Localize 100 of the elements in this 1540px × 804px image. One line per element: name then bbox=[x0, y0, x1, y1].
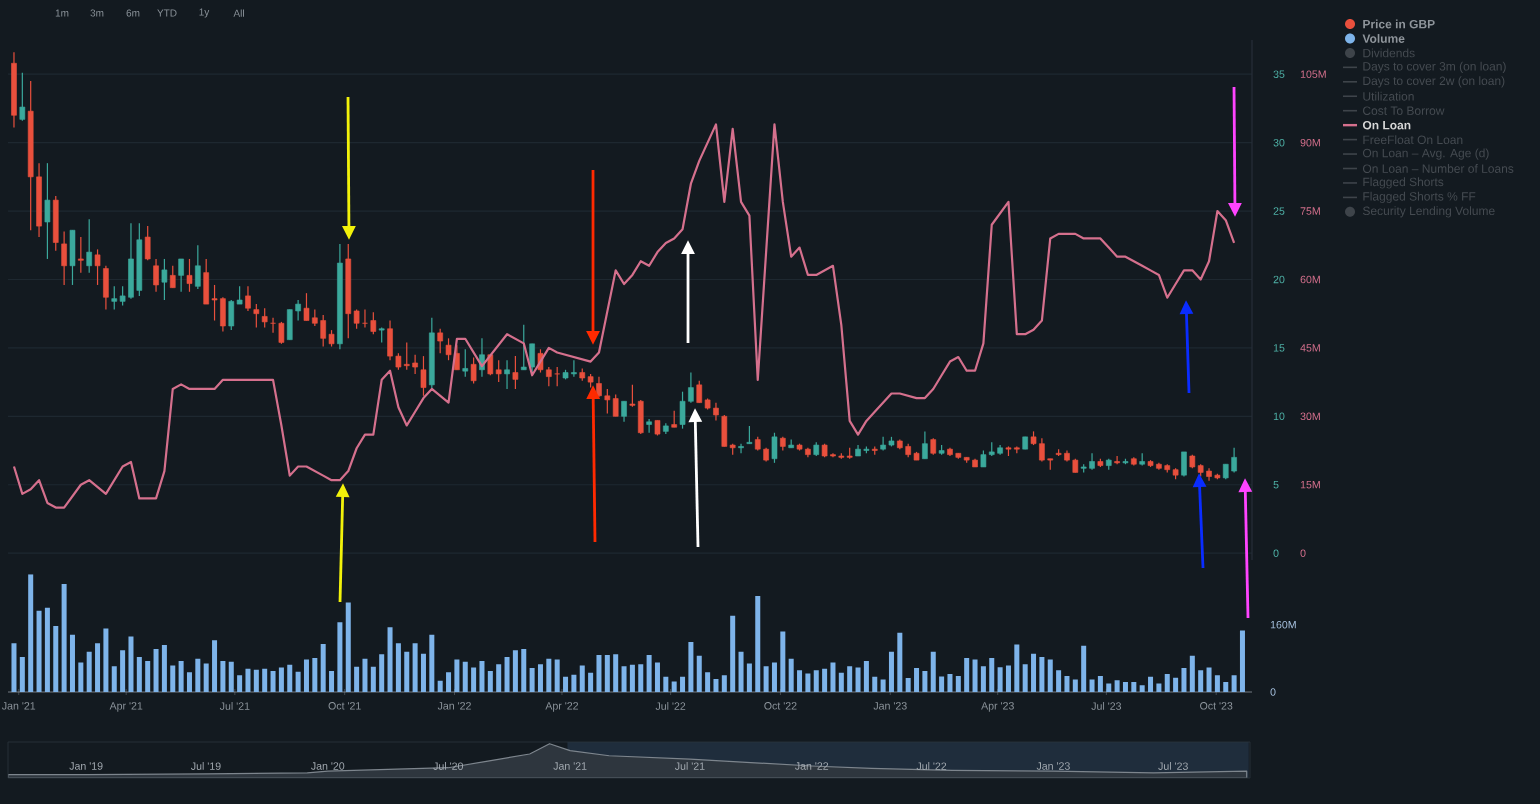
candlestick bbox=[445, 337, 452, 361]
x-tick-label: Jan '22 bbox=[437, 702, 471, 710]
candlestick bbox=[86, 218, 92, 274]
x-tick-label: Jul '21 bbox=[674, 762, 705, 770]
bar bbox=[203, 663, 209, 693]
bar bbox=[278, 667, 284, 693]
bar bbox=[395, 643, 401, 693]
candlestick bbox=[462, 348, 469, 378]
bar bbox=[212, 640, 218, 693]
candlestick bbox=[161, 258, 168, 301]
bar bbox=[1173, 677, 1179, 693]
bar bbox=[838, 672, 844, 693]
bar bbox=[228, 661, 234, 693]
bar bbox=[1031, 653, 1037, 693]
candlestick bbox=[61, 230, 67, 286]
bar bbox=[1139, 685, 1145, 693]
bar bbox=[671, 681, 677, 693]
bar bbox=[955, 676, 961, 693]
bar bbox=[546, 658, 552, 693]
y2-tick-label: 0 bbox=[1300, 549, 1306, 557]
bar bbox=[161, 644, 167, 693]
bar bbox=[755, 596, 761, 693]
bar bbox=[136, 657, 142, 693]
bar bbox=[1239, 630, 1245, 693]
y-tick-label: 5 bbox=[1273, 481, 1279, 489]
bar bbox=[1131, 681, 1137, 693]
bar bbox=[1198, 670, 1204, 693]
candlestick bbox=[1231, 447, 1237, 474]
candlestick bbox=[437, 328, 443, 354]
x-tick-label: Jan '20 bbox=[311, 762, 345, 770]
bar bbox=[1097, 676, 1103, 693]
y2-tick-label: 75M bbox=[1300, 207, 1320, 215]
y2-tick-label: 45M bbox=[1300, 344, 1320, 352]
bar bbox=[1231, 675, 1237, 693]
text: 3m bbox=[90, 9, 104, 17]
candlestick bbox=[245, 285, 251, 312]
bar bbox=[195, 658, 201, 693]
bar bbox=[1223, 681, 1229, 693]
bar bbox=[1081, 645, 1087, 693]
bar bbox=[379, 654, 385, 693]
bar bbox=[604, 654, 610, 693]
bar bbox=[939, 676, 945, 693]
bar bbox=[922, 670, 928, 693]
candlestick bbox=[646, 418, 652, 434]
candlestick bbox=[470, 356, 477, 385]
candlestick bbox=[169, 265, 176, 289]
bar bbox=[454, 659, 460, 693]
bar bbox=[1047, 659, 1053, 693]
candlestick bbox=[629, 384, 636, 408]
bar bbox=[412, 643, 418, 693]
bar bbox=[888, 651, 894, 693]
bar bbox=[95, 643, 101, 693]
x-tick-label: Jan '21 bbox=[553, 762, 587, 770]
candlestick bbox=[520, 324, 527, 371]
candlestick bbox=[186, 258, 193, 293]
bar bbox=[479, 660, 485, 693]
candlestick bbox=[1089, 452, 1095, 471]
bar bbox=[270, 670, 276, 693]
candlestick bbox=[420, 355, 427, 397]
bar bbox=[897, 632, 903, 693]
bar bbox=[512, 650, 518, 693]
x-tick-label: Jan '23 bbox=[1036, 762, 1070, 770]
bar bbox=[487, 670, 493, 693]
x-tick-label: Jan '19 bbox=[69, 762, 103, 770]
candlestick bbox=[679, 391, 686, 430]
candlestick bbox=[688, 371, 694, 404]
bar bbox=[320, 644, 326, 693]
x-tick-label: Jul '19 bbox=[190, 762, 221, 770]
y-tick-label: 160M bbox=[1270, 620, 1296, 629]
bar bbox=[1056, 670, 1062, 693]
text: 1y bbox=[199, 8, 210, 18]
bar bbox=[103, 628, 109, 693]
bar bbox=[805, 673, 811, 693]
bar bbox=[529, 668, 535, 693]
bar bbox=[1106, 683, 1112, 693]
bar bbox=[663, 676, 669, 693]
legend-label: On Loan bbox=[1362, 120, 1411, 130]
bar bbox=[153, 649, 159, 693]
bar bbox=[629, 664, 635, 693]
bar bbox=[521, 649, 527, 693]
candlestick bbox=[295, 299, 301, 322]
x-tick-label: Jul '23 bbox=[1158, 762, 1188, 770]
bar bbox=[771, 662, 777, 693]
candlestick bbox=[546, 366, 552, 387]
candlestick bbox=[320, 314, 326, 348]
y-tick-label: 0 bbox=[1273, 549, 1279, 557]
bar bbox=[730, 615, 736, 693]
bar bbox=[186, 672, 192, 693]
bar bbox=[1164, 673, 1170, 693]
bar bbox=[914, 668, 920, 693]
candlestick bbox=[612, 393, 619, 417]
text: 6m bbox=[126, 9, 140, 17]
candlestick bbox=[554, 366, 560, 387]
bar bbox=[596, 654, 602, 693]
bar bbox=[696, 655, 702, 693]
bar bbox=[19, 657, 25, 693]
y2-tick-label: 30M bbox=[1300, 412, 1320, 421]
bar bbox=[362, 658, 368, 693]
bar bbox=[830, 662, 836, 693]
bar bbox=[28, 574, 34, 693]
